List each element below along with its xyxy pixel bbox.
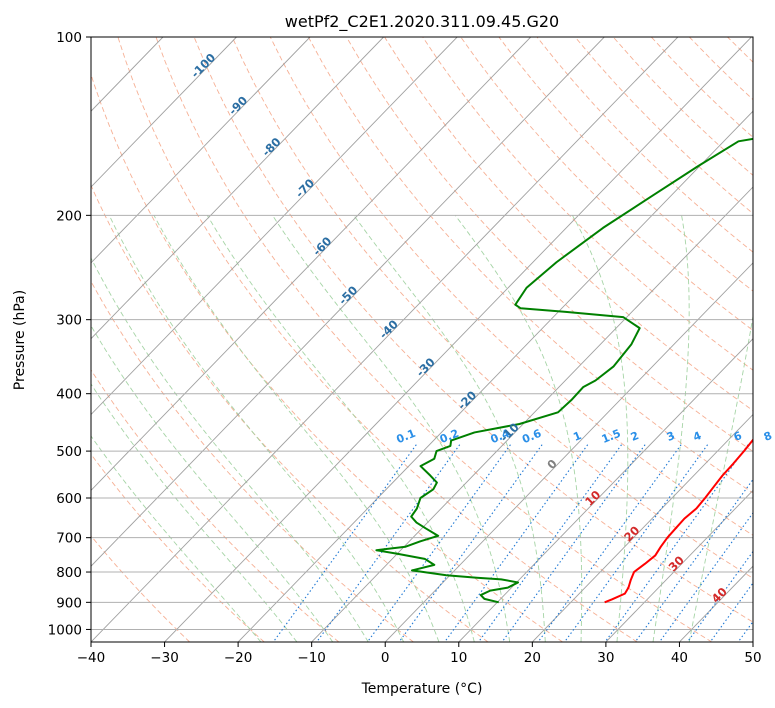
moist-adiabat-line — [91, 435, 262, 642]
y-tick-label: 500 — [56, 444, 82, 460]
mixing-ratio-line — [564, 444, 709, 642]
mixing-ratio-line — [501, 444, 646, 642]
isotherm-line — [91, 37, 605, 567]
moist-adiabat-line — [272, 215, 511, 642]
isotherm-line — [91, 37, 532, 491]
y-tick-label: 800 — [56, 565, 82, 581]
moist-adiabat-line — [108, 215, 405, 642]
x-tick-label: −10 — [297, 650, 326, 666]
axes: −40 −30 −20 −10 0 10 20 30 40 50 100 200 300 400 500 60… — [48, 30, 762, 666]
isotherm-line — [164, 37, 752, 642]
dry-adiabat-line — [117, 37, 638, 642]
isotherm-line — [532, 413, 753, 642]
dry-adiabat-line — [307, 37, 753, 494]
y-tick-label: 300 — [56, 313, 82, 329]
mixing-ratio-label: 1 — [571, 429, 583, 444]
moist-adiabat-line — [153, 215, 440, 642]
x-axis-label: Temperature (°C) — [361, 681, 483, 697]
mixing-ratio-label: 8 — [762, 429, 774, 444]
sounding-profiles — [375, 137, 753, 604]
isotherm-line — [91, 37, 311, 264]
x-tick-label: 50 — [744, 650, 761, 666]
mixing-ratio-line — [604, 444, 749, 642]
y-tick-label: 1000 — [48, 622, 82, 638]
dry-adiabat-line — [193, 37, 753, 623]
moist-adiabat-line — [91, 324, 334, 642]
dry-adiabat-line — [269, 37, 753, 536]
mixing-ratio-line — [537, 444, 682, 642]
dry-adiabat-line — [155, 37, 713, 642]
moist-adiabat-line — [572, 215, 629, 642]
isotherm-line — [605, 489, 753, 642]
y-tick-label: 100 — [56, 30, 82, 46]
dry-adiabat-line — [91, 73, 563, 642]
moist-adiabat-line — [353, 215, 546, 642]
dry-adiabat-line — [91, 369, 340, 642]
isotherm-line — [458, 338, 753, 642]
x-tick-label: 20 — [524, 650, 541, 666]
dry-adiabat-line — [422, 37, 753, 371]
dry-adiabat-line — [91, 280, 414, 642]
mixing-ratio-label: 2 — [629, 429, 641, 444]
moist-adiabat-line — [652, 215, 690, 642]
x-tick-label: −30 — [150, 650, 179, 666]
x-tick-label: −20 — [224, 650, 253, 666]
y-axis-label: Pressure (hPa) — [12, 290, 28, 390]
dry-adiabat-line — [231, 37, 753, 579]
moist-adiabat-line — [206, 215, 475, 642]
x-tick-label: 40 — [671, 650, 688, 666]
isotherm-line — [91, 37, 237, 188]
mixing-ratio-line — [478, 444, 622, 642]
background-lines — [91, 37, 753, 642]
dry-adiabat-line — [384, 37, 753, 412]
y-tick-label: 700 — [56, 531, 82, 547]
x-tick-label: −40 — [77, 650, 106, 666]
x-tick-label: 30 — [597, 650, 614, 666]
isotherm-line — [311, 186, 753, 642]
isotherm-line — [237, 110, 753, 642]
y-tick-label: 400 — [56, 387, 82, 403]
mixing-ratio-line — [398, 444, 543, 642]
x-tick-label: 10 — [450, 650, 467, 666]
mixing-ratio-line — [316, 444, 461, 642]
y-tick-label: 200 — [56, 208, 82, 224]
moist-adiabat-line — [688, 313, 753, 642]
isotherm-line — [91, 37, 384, 340]
dry-adiabat-line — [498, 37, 753, 292]
y-tick-label: 600 — [56, 491, 82, 507]
dry-adiabat-line — [91, 184, 489, 642]
mixing-ratio-line — [444, 444, 589, 642]
moist-adiabat-line — [91, 257, 369, 642]
y-tick-label: 900 — [56, 595, 82, 611]
mixing-ratio-line — [367, 444, 511, 642]
plot-frame — [90, 36, 754, 643]
isotherm-line — [91, 37, 458, 416]
isotherm-line — [91, 37, 679, 642]
chart-title: wetPf2_C2E1.2020.311.09.45.G20 — [285, 12, 559, 32]
mixing-ratio-line — [272, 444, 417, 642]
temperature-profile-line — [604, 438, 753, 604]
dry-adiabat-line — [91, 535, 190, 642]
x-tick-label: 0 — [381, 650, 390, 666]
mixing-ratio-label: 3 — [665, 429, 677, 444]
isotherm-line — [384, 262, 753, 642]
dewpoint-profile-line — [375, 137, 753, 604]
